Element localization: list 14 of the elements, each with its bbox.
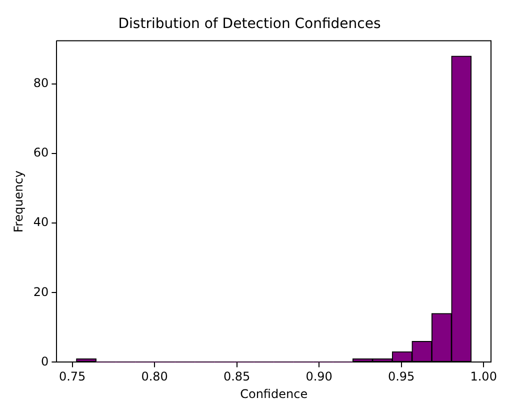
- chart-title: Distribution of Detection Confidences: [118, 16, 381, 32]
- x-tick-label: 1.00: [470, 370, 497, 384]
- x-tick-label: 0.90: [306, 370, 332, 384]
- x-axis-title: Confidence: [240, 386, 308, 401]
- y-tick-label: 20: [33, 284, 49, 299]
- x-tick-label: 0.75: [58, 370, 86, 384]
- y-tick-label: 40: [33, 215, 49, 230]
- y-tick-label: 80: [33, 76, 49, 90]
- x-tick-label: 0.80: [141, 370, 168, 384]
- y-axis-title: Frequency: [11, 170, 26, 232]
- y-tick-label: 60: [33, 146, 49, 160]
- x-tick-label: 0.95: [388, 370, 415, 384]
- x-tick-label: 0.85: [223, 370, 250, 384]
- y-tick-label: 0: [41, 354, 49, 368]
